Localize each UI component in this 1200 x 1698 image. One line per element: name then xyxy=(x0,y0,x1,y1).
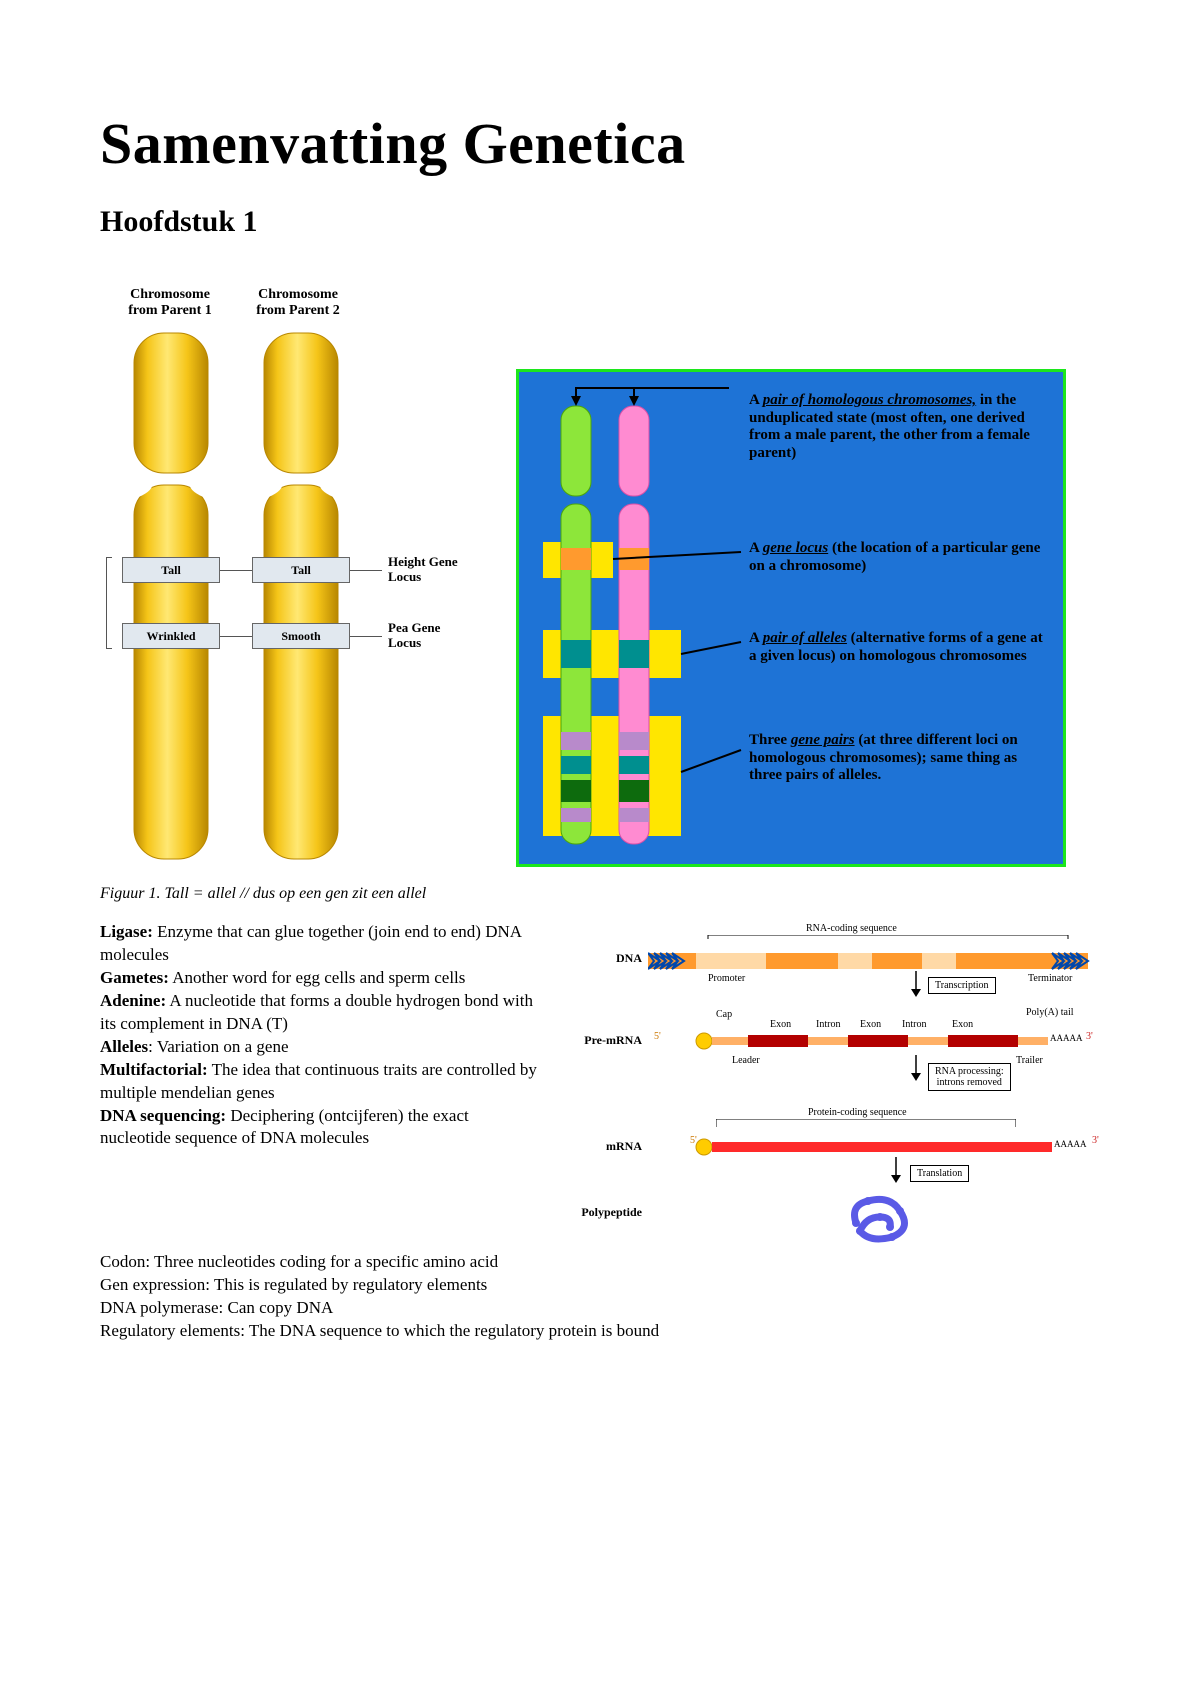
intron-label-2: Intron xyxy=(902,1019,926,1030)
definition-term: Ligase: xyxy=(100,922,153,941)
definition-term: Multifactorial: xyxy=(100,1060,208,1079)
figures-row: Chromosomefrom Parent 1 Chromosomefrom P… xyxy=(100,287,1100,867)
definition-text: Another word for egg cells and sperm cel… xyxy=(169,968,465,987)
protein-coding-seq-label: Protein-coding sequence xyxy=(808,1107,907,1118)
definition-term: Adenine: xyxy=(100,991,166,1010)
green-chromosome xyxy=(561,406,591,844)
parent1-label: Chromosomefrom Parent 1 xyxy=(110,287,230,319)
transcription-box: Transcription xyxy=(928,977,996,994)
definition-line: Adenine: A nucleotide that forms a doubl… xyxy=(100,990,538,1036)
dna-row-label: DNA xyxy=(556,951,642,966)
definition-line: DNA polymerase: Can copy DNA xyxy=(100,1297,1100,1320)
band-tall-2: Tall xyxy=(252,557,350,583)
exon-label-3: Exon xyxy=(952,1019,973,1030)
chromosome-pair-figure: Chromosomefrom Parent 1 Chromosomefrom P… xyxy=(100,287,490,867)
band-wrinkled: Wrinkled xyxy=(122,623,220,649)
definition-text: Gen expression: This is regulated by reg… xyxy=(100,1275,487,1294)
definition-text: : Variation on a gene xyxy=(148,1037,288,1056)
connector-height-locus xyxy=(350,570,382,571)
definition-line: Regulatory elements: The DNA sequence to… xyxy=(100,1320,1100,1343)
parent2-label: Chromosomefrom Parent 2 xyxy=(238,287,358,319)
three-prime-mrna: 3' xyxy=(1092,1135,1099,1146)
figure-1-caption: Figuur 1. Tall = allel // dus op een gen… xyxy=(100,885,1100,903)
page-title: Samenvatting Genetica xyxy=(100,110,1100,177)
exon-label-2: Exon xyxy=(860,1019,881,1030)
connector-pea-locus xyxy=(350,636,382,637)
definition-line: Ligase: Enzyme that can glue together (j… xyxy=(100,921,538,967)
definition-text: Can copy DNA xyxy=(223,1298,333,1317)
protein-seq-bracket xyxy=(716,1119,1016,1129)
definition-text: The DNA sequence to which the regulatory… xyxy=(245,1321,659,1340)
mrna-bar-svg xyxy=(648,1137,1108,1157)
definition-text: Three nucleotides coding for a specific … xyxy=(150,1252,498,1271)
aaaa-mrna: AAAAA xyxy=(1054,1139,1087,1149)
pre-mrna-bar-svg xyxy=(648,1031,1108,1055)
definitions-full-width: Codon: Three nucleotides coding for a sp… xyxy=(100,1251,1100,1343)
three-prime-pre: 3' xyxy=(1086,1031,1093,1042)
definitions-and-rna-row: Ligase: Enzyme that can glue together (j… xyxy=(100,921,1100,1251)
intron-label-1: Intron xyxy=(816,1019,840,1030)
five-prime-mrna: 5' xyxy=(690,1135,697,1146)
definition-line: Alleles: Variation on a gene xyxy=(100,1036,538,1059)
chapter-heading: Hoofdstuk 1 xyxy=(100,205,1100,239)
rna-coding-sequence-label: RNA-coding sequence xyxy=(806,923,897,934)
translation-box: Translation xyxy=(910,1165,969,1182)
exon-label-1: Exon xyxy=(770,1019,791,1030)
definition-line: Gametes: Another word for egg cells and … xyxy=(100,967,538,990)
mrna-row-label: mRNA xyxy=(556,1139,642,1154)
cap-label: Cap xyxy=(716,1009,732,1020)
aaaa-pre: AAAAA xyxy=(1050,1033,1083,1043)
definition-line: Gen expression: This is regulated by reg… xyxy=(100,1274,1100,1297)
polypeptide-row-label: Polypeptide xyxy=(556,1205,642,1220)
leader-label: Leader xyxy=(732,1055,760,1066)
definition-line: Multifactorial: The idea that continuous… xyxy=(100,1059,538,1105)
homolog-text-3: A pair of alleles (alternative forms of … xyxy=(749,630,1053,665)
band-tall-1: Tall xyxy=(122,557,220,583)
promoter-label: Promoter xyxy=(708,973,745,984)
rna-processing-figure: RNA-coding sequence DNA Promoter Termina… xyxy=(556,921,1100,1251)
connector-between-pea xyxy=(220,636,252,637)
definition-term: Regulatory elements: xyxy=(100,1321,245,1340)
translation-arrow xyxy=(886,1157,906,1185)
definition-term: Codon: xyxy=(100,1252,150,1271)
homolog-text-4: Three gene pairs (at three different loc… xyxy=(749,732,1053,785)
pea-locus-label: Pea GeneLocus xyxy=(388,621,440,651)
definition-term: Alleles xyxy=(100,1037,148,1056)
pre-mrna-row-label: Pre-mRNA xyxy=(556,1033,642,1048)
polya-tail-label: Poly(A) tail xyxy=(1026,1007,1074,1018)
definition-term: Gametes: xyxy=(100,968,169,987)
homolog-text-2: A gene locus (the location of a particul… xyxy=(749,540,1053,575)
terminator-label: Terminator xyxy=(1028,973,1072,984)
band-smooth: Smooth xyxy=(252,623,350,649)
definition-term: DNA sequencing: xyxy=(100,1106,226,1125)
height-locus-label: Height GeneLocus xyxy=(388,555,458,585)
definitions-left-column: Ligase: Enzyme that can glue together (j… xyxy=(100,921,538,1251)
definition-line: Codon: Three nucleotides coding for a sp… xyxy=(100,1251,1100,1274)
connector-between-height xyxy=(220,570,252,571)
definition-term: DNA polymerase: xyxy=(100,1298,223,1317)
processing-box: RNA processing:introns removed xyxy=(928,1063,1011,1091)
definition-line: DNA sequencing: Deciphering (ontcijferen… xyxy=(100,1105,538,1151)
homolog-text-1: A pair of homologous chromosomes, in the… xyxy=(749,392,1053,463)
pink-chromosome xyxy=(619,406,649,844)
processing-arrow xyxy=(906,1055,926,1083)
homologous-chromosomes-figure: A pair of homologous chromosomes, in the… xyxy=(516,369,1066,867)
definition-text: Enzyme that can glue together (join end … xyxy=(100,922,521,964)
five-prime-pre: 5' xyxy=(654,1031,661,1042)
left-bracket xyxy=(106,557,112,649)
trailer-label: Trailer xyxy=(1016,1055,1043,1066)
transcription-arrow xyxy=(906,971,926,999)
polypeptide-svg xyxy=(846,1193,926,1243)
